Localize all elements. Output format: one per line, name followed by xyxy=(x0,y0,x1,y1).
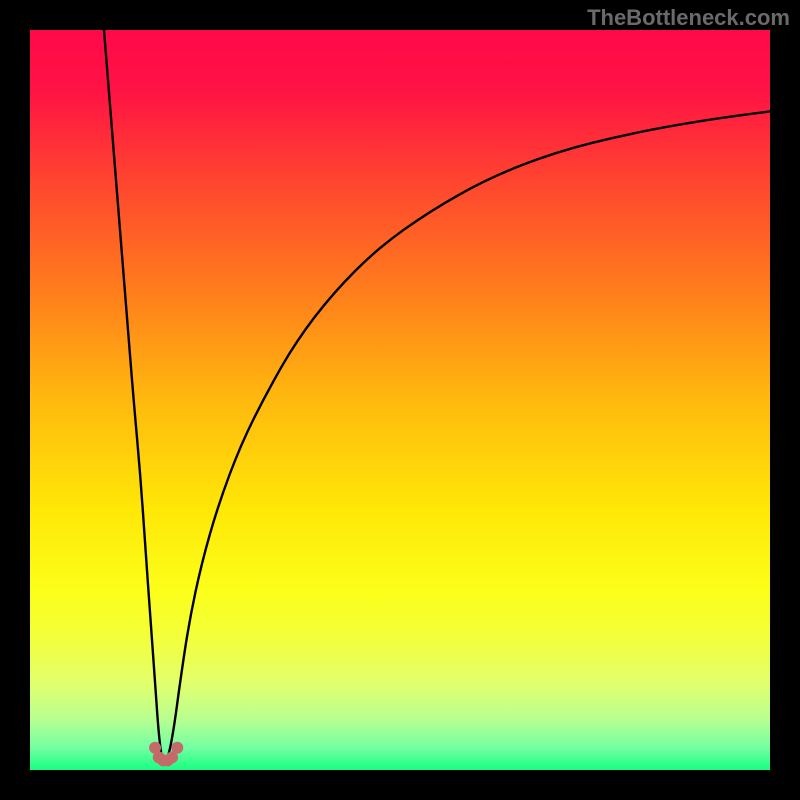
watermark-text: TheBottleneck.com xyxy=(587,5,790,31)
plot-background xyxy=(30,30,770,770)
chart-container: TheBottleneck.com xyxy=(0,0,800,800)
plot-svg xyxy=(0,0,800,800)
minimum-dot xyxy=(171,742,183,754)
outer-border xyxy=(0,0,800,800)
